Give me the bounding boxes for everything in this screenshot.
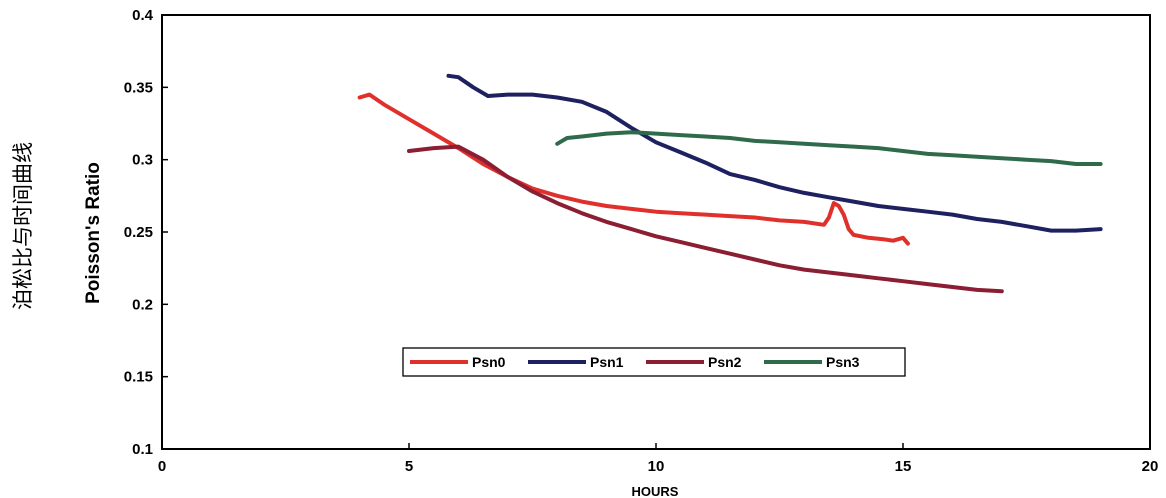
- x-tick-label: 0: [158, 458, 166, 475]
- legend: Psn0 Psn1 Psn2 Psn3: [402, 347, 906, 377]
- y-tick-label: 0.25: [124, 224, 153, 241]
- x-axis-label: HOURS: [632, 484, 679, 498]
- series-lines: [357, 73, 1103, 294]
- legend-label-psn2: Psn2: [708, 354, 742, 370]
- legend-items: Psn0 Psn1 Psn2 Psn3: [410, 354, 860, 370]
- series-line-psn2: [407, 144, 1004, 294]
- y-tick-label: 0.4: [132, 7, 154, 24]
- series-line-psn1: [446, 73, 1103, 233]
- plot-area-border: [161, 14, 1151, 450]
- y-tick-label: 0.35: [124, 79, 153, 96]
- chart-side-title: 泊松比与时间曲线: [11, 142, 35, 310]
- x-tick-label: 5: [405, 458, 413, 475]
- legend-label-psn0: Psn0: [472, 354, 506, 370]
- x-tick-label: 15: [895, 458, 912, 475]
- series-line-psn0: [357, 92, 910, 246]
- y-tick-label: 0.3: [132, 152, 153, 169]
- y-tick-label: 0.1: [132, 441, 153, 458]
- x-tick-label: 20: [1142, 458, 1159, 475]
- y-axis-label: Poisson's Ratio: [83, 162, 104, 304]
- x-tick-label: 10: [648, 458, 665, 475]
- series-line-psn3: [555, 130, 1103, 166]
- legend-label-psn3: Psn3: [826, 354, 860, 370]
- y-tick-label: 0.2: [132, 296, 153, 313]
- legend-label-psn1: Psn1: [590, 354, 624, 370]
- axis-ticks: 0 5 10 15 20 0.1 0.15 0.2 0.25 0.3 0.35 0.4: [124, 7, 1159, 475]
- y-tick-label: 0.15: [124, 369, 153, 386]
